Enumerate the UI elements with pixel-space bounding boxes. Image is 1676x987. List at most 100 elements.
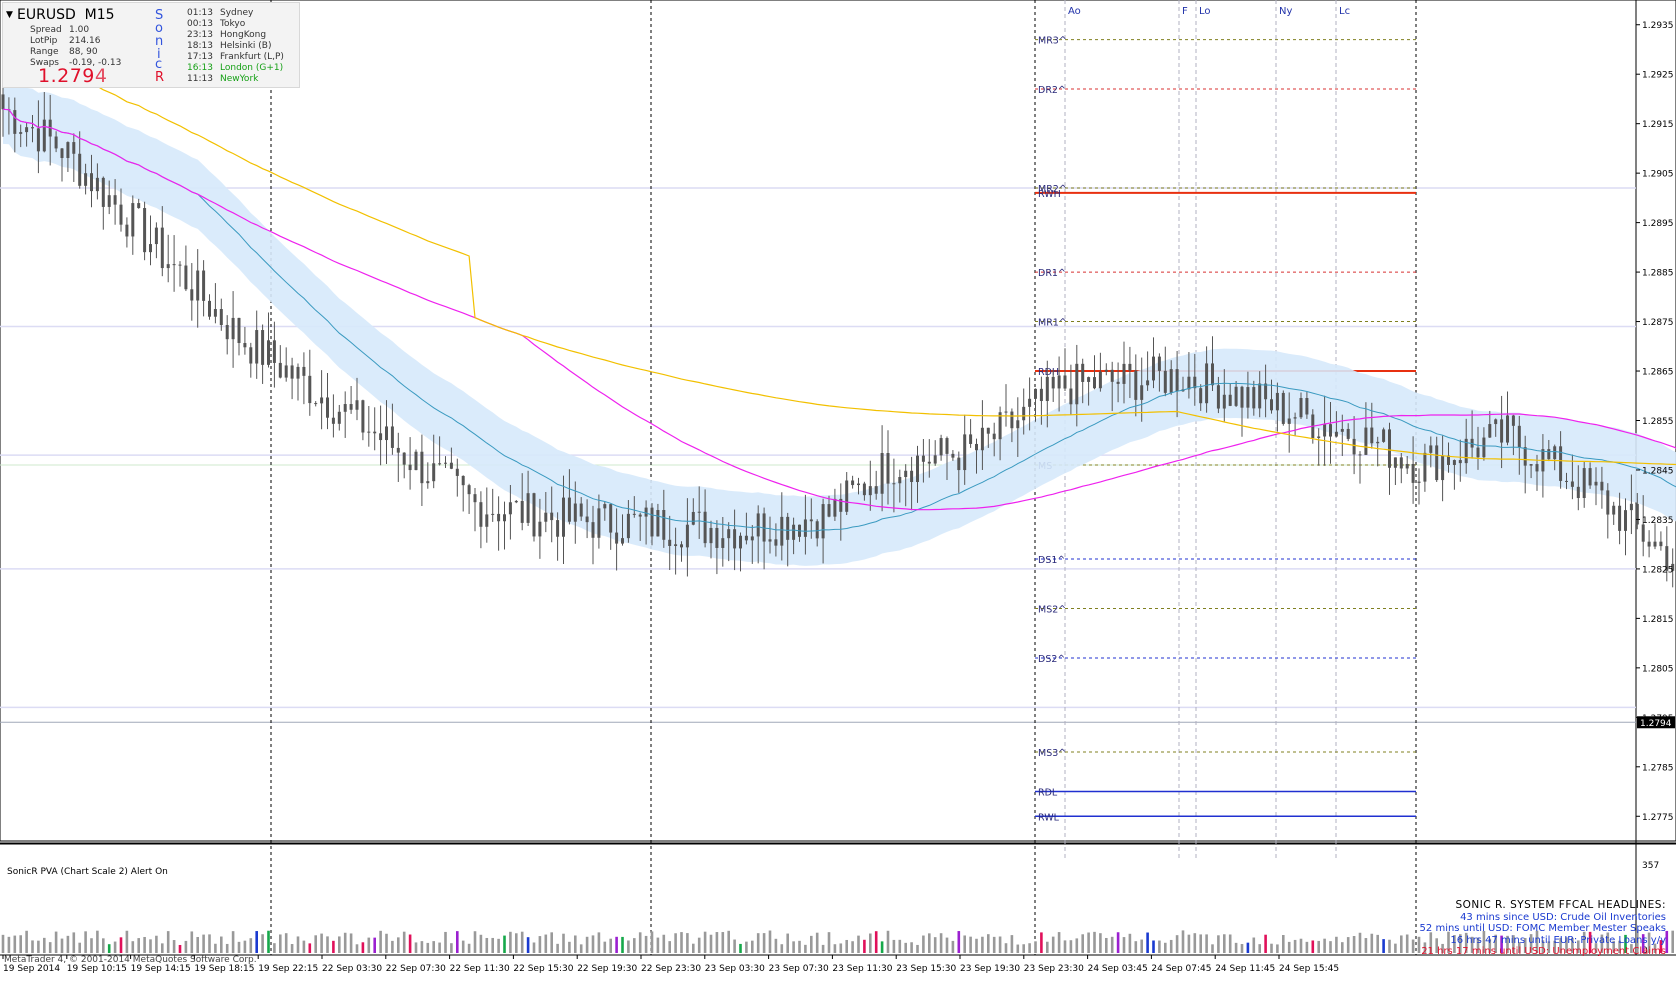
volume-bar — [627, 940, 630, 953]
volume-bar — [615, 937, 618, 953]
volume-bar — [716, 932, 719, 953]
candle-body — [297, 367, 300, 379]
candle-body — [1152, 357, 1155, 381]
candle-body — [1547, 449, 1550, 459]
volume-bar — [421, 941, 424, 953]
candle-body — [680, 544, 683, 547]
volume-bar — [1270, 944, 1273, 953]
volume-bar — [161, 943, 164, 953]
time-tick-label: 23 Sep 07:30 — [769, 964, 829, 974]
time-tick-label: 19 Sep 22:15 — [258, 964, 318, 974]
candle-body — [202, 271, 205, 301]
candle-body — [1500, 419, 1503, 442]
candle-body — [1518, 426, 1521, 447]
candle-body — [350, 404, 353, 410]
volume-bar — [574, 935, 577, 953]
volume-bar — [533, 942, 536, 953]
volume-bar — [1294, 940, 1297, 953]
candle-body — [1282, 393, 1285, 424]
volume-bar — [1323, 939, 1326, 953]
candle-body — [1453, 460, 1456, 465]
volume-bar — [592, 935, 595, 953]
candle-body — [780, 517, 783, 546]
candle-body — [1642, 524, 1645, 541]
candle-body — [1300, 398, 1303, 417]
candle-body — [922, 456, 925, 462]
session-time: 00:13 — [187, 19, 213, 29]
volume-bar — [804, 945, 807, 953]
candle-body — [1654, 542, 1657, 547]
candle-body — [1276, 393, 1279, 410]
collapse-triangle-icon[interactable]: ▼ — [6, 10, 13, 20]
candle-body — [261, 330, 264, 365]
candle-body — [1429, 445, 1432, 452]
volume-bar — [940, 933, 943, 953]
candle-body — [415, 452, 418, 470]
volume-bar — [373, 938, 376, 953]
volume-bar — [1312, 940, 1315, 953]
time-tick-label: 22 Sep 15:30 — [513, 964, 573, 974]
volume-bar — [1176, 935, 1179, 953]
volume-bar — [763, 933, 766, 953]
candle-body — [615, 533, 618, 544]
candle-body — [226, 325, 229, 339]
volume-bar — [645, 936, 648, 953]
symbol-info-panel: ▼ EURUSD M15 Spread 1.00 LotPip 214.16 R… — [2, 2, 300, 88]
candle-body — [462, 476, 465, 485]
candle-body — [1353, 439, 1356, 454]
pivot-label: RDL — [1038, 788, 1058, 799]
volume-bar — [1335, 937, 1338, 953]
volume-bar — [368, 938, 371, 953]
candle-body — [509, 502, 512, 514]
candle-body — [344, 404, 347, 412]
volume-bar — [1070, 940, 1073, 953]
candle-body — [1264, 384, 1267, 400]
candle-body — [1187, 377, 1190, 390]
candle-body — [692, 512, 695, 525]
volume-bar — [1117, 932, 1120, 953]
session-time: 01:13 — [187, 8, 213, 18]
volume-bar — [963, 935, 966, 953]
volume-bar — [232, 931, 235, 953]
session-time: 23:13 — [187, 30, 213, 40]
volume-bar — [527, 937, 530, 953]
candle-body — [426, 481, 429, 483]
candle-body — [1146, 380, 1149, 385]
volume-bar — [1300, 939, 1303, 953]
time-tick-label: 23 Sep 03:30 — [705, 964, 765, 974]
volume-bar — [1188, 935, 1191, 953]
volume-bar — [8, 937, 11, 953]
candle-body — [1235, 387, 1238, 406]
headline-item: 16 hrs 47 mins until EUR: Private Loans … — [1420, 935, 1666, 947]
volume-bar — [810, 936, 813, 953]
candle-body — [963, 434, 966, 470]
candle-body — [816, 521, 819, 538]
session-name: Tokyo — [220, 19, 245, 29]
candle-body — [710, 528, 713, 543]
price-tick-label: 1.2865 — [1642, 368, 1674, 378]
candle-body — [521, 501, 524, 523]
volume-bar — [14, 936, 17, 953]
volume-bar — [1282, 935, 1285, 953]
volume-bar — [1022, 944, 1025, 953]
candle-body — [934, 455, 937, 463]
candle-body — [910, 471, 913, 482]
candle-body — [810, 519, 813, 521]
candle-body — [491, 514, 494, 515]
time-tick-label: 23 Sep 19:30 — [960, 964, 1020, 974]
volume-bar — [1253, 938, 1256, 953]
volume-bar — [1306, 942, 1309, 953]
candle-body — [951, 454, 954, 458]
candle-body — [208, 301, 211, 317]
volume-bar — [722, 932, 725, 953]
candle-body — [574, 504, 577, 522]
candle-body — [66, 142, 69, 158]
volume-bar — [73, 932, 76, 953]
candle-body — [1093, 377, 1096, 388]
spread-label: Spread — [30, 25, 62, 35]
volume-bar — [1400, 935, 1403, 953]
candle-body — [621, 538, 624, 543]
candle-body — [1081, 364, 1084, 382]
